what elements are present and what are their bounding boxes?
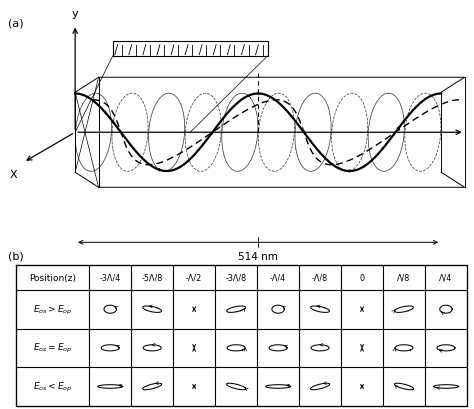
Text: -Λ/4: -Λ/4 <box>270 273 286 282</box>
Text: -Λ/2: -Λ/2 <box>186 273 202 282</box>
Text: -3Λ/4: -3Λ/4 <box>100 273 121 282</box>
Text: $E_{os}=E_{op}$: $E_{os}=E_{op}$ <box>33 342 73 355</box>
Text: (a): (a) <box>9 18 24 28</box>
Text: (b): (b) <box>9 251 24 261</box>
Text: -Λ/8: -Λ/8 <box>312 273 328 282</box>
Text: -5Λ/8: -5Λ/8 <box>142 273 163 282</box>
Text: Position(z): Position(z) <box>29 273 76 282</box>
Text: Λ/8: Λ/8 <box>397 273 410 282</box>
Text: -3Λ/8: -3Λ/8 <box>226 273 246 282</box>
Text: 514 nm: 514 nm <box>238 252 278 261</box>
Text: y: y <box>72 9 78 19</box>
Text: 0: 0 <box>360 273 365 282</box>
Text: X: X <box>9 169 17 179</box>
Text: $E_{os}>E_{op}$: $E_{os}>E_{op}$ <box>33 303 73 316</box>
Text: $E_{os}<E_{op}$: $E_{os}<E_{op}$ <box>33 380 73 393</box>
Text: Λ/4: Λ/4 <box>439 273 453 282</box>
